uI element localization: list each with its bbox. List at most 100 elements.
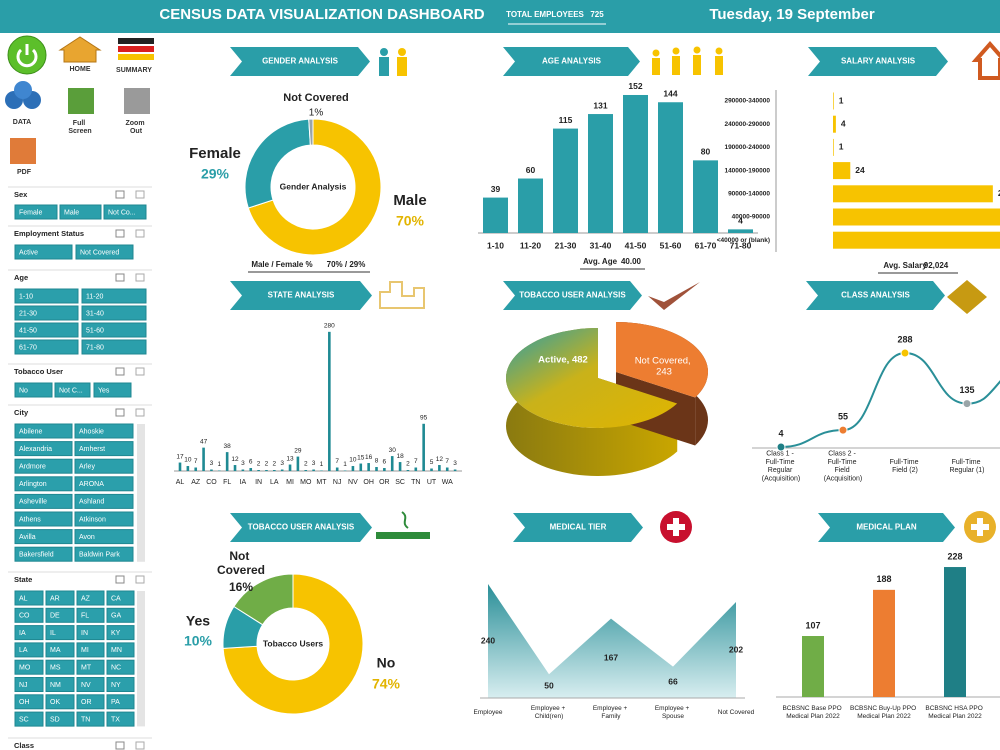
slicer-button[interactable]: [75, 244, 134, 260]
slicer-button[interactable]: [14, 694, 44, 710]
slicer-button[interactable]: [106, 711, 135, 727]
nav-label: SUMMARY: [116, 67, 152, 74]
slicer-button[interactable]: [45, 694, 75, 710]
slicer-button[interactable]: [74, 476, 134, 492]
slicer-item: Amherst: [79, 446, 105, 453]
data-label: 6: [249, 459, 253, 466]
slicer-button[interactable]: [76, 659, 105, 675]
slicer-button[interactable]: [45, 642, 75, 658]
slicer-button[interactable]: [106, 694, 135, 710]
slicer-button[interactable]: [14, 305, 79, 321]
data-label: 115: [559, 115, 573, 125]
x-tick-label: Class 2 - Full-Time Field (Acquisition): [824, 450, 863, 482]
clear-filter-icon[interactable]: [115, 408, 125, 417]
slicer-button[interactable]: [54, 382, 91, 398]
clear-filter-icon[interactable]: [115, 273, 125, 282]
slicer-button[interactable]: [14, 493, 73, 509]
scrollbar[interactable]: [137, 591, 145, 727]
slicer-button[interactable]: [45, 659, 75, 675]
x-tick-label: Class 1 - Full-Time Regular (Acquisition…: [762, 450, 801, 482]
zoomout-icon[interactable]: [124, 88, 150, 114]
clear-filter-icon[interactable]: [115, 741, 125, 750]
slicer-button[interactable]: [93, 382, 132, 398]
clear-filter-icon[interactable]: [115, 190, 125, 199]
slicer-button[interactable]: [14, 244, 73, 260]
slicer-button[interactable]: [76, 607, 105, 623]
multi-select-icon[interactable]: [135, 741, 145, 750]
slicer-button[interactable]: [106, 677, 135, 692]
slicer-button[interactable]: [106, 607, 135, 623]
bar: [623, 94, 648, 233]
slicer-button[interactable]: [14, 590, 44, 606]
slicer-button[interactable]: [81, 322, 147, 338]
slicer-button[interactable]: [14, 339, 79, 355]
multi-select-icon[interactable]: [135, 367, 145, 376]
scrollbar[interactable]: [137, 424, 145, 562]
slicer-button[interactable]: [74, 493, 134, 509]
slicer-button[interactable]: [76, 625, 105, 641]
slicer-button[interactable]: [14, 458, 73, 474]
slicer-button[interactable]: [74, 458, 134, 474]
slicer-button[interactable]: [14, 476, 73, 492]
clear-filter-icon[interactable]: [115, 229, 125, 238]
x-tick-label: UT: [427, 479, 437, 486]
bar: [202, 447, 205, 471]
slicer-button[interactable]: [81, 339, 147, 355]
slicer-button[interactable]: [14, 546, 73, 562]
slicer-button[interactable]: [59, 204, 102, 220]
slicer-button[interactable]: [14, 607, 44, 623]
slicer-button[interactable]: [45, 607, 75, 623]
slicer-button[interactable]: [74, 529, 134, 545]
slicer-button[interactable]: [14, 642, 44, 658]
slicer-button[interactable]: [14, 322, 79, 338]
fullscreen-icon[interactable]: [68, 88, 94, 114]
multi-select-icon[interactable]: [135, 229, 145, 238]
clear-filter-icon[interactable]: [115, 367, 125, 376]
slicer-button[interactable]: [14, 529, 73, 545]
slicer-button[interactable]: [103, 204, 147, 220]
slicer-button[interactable]: [106, 642, 135, 658]
slicer-button[interactable]: [76, 642, 105, 658]
slicer-button[interactable]: [76, 694, 105, 710]
slicer-button[interactable]: [14, 288, 79, 304]
home-icon[interactable]: [58, 36, 102, 63]
slicer-button[interactable]: [14, 441, 73, 457]
multi-select-icon[interactable]: [135, 408, 145, 417]
slicer-button[interactable]: [74, 511, 134, 527]
slicer-button[interactable]: [14, 677, 44, 692]
slicer-button[interactable]: [14, 625, 44, 641]
slicer-button[interactable]: [14, 511, 73, 527]
slicer-button[interactable]: [74, 423, 134, 439]
footer-label: Avg. Age: [583, 257, 618, 266]
slicer-title: Class: [14, 741, 34, 750]
slicer-button[interactable]: [45, 625, 75, 641]
data-label: 29: [294, 447, 302, 454]
slicer-button[interactable]: [14, 382, 53, 398]
slicer-button[interactable]: [106, 659, 135, 675]
multi-select-icon[interactable]: [135, 190, 145, 199]
multi-select-icon[interactable]: [135, 575, 145, 584]
slicer-button[interactable]: [106, 590, 135, 606]
slicer-button[interactable]: [14, 423, 73, 439]
clear-filter-icon[interactable]: [115, 575, 125, 584]
summary-icon[interactable]: [118, 54, 154, 60]
slicer-button[interactable]: [45, 677, 75, 692]
slicer-button[interactable]: [76, 677, 105, 692]
x-tick-label: BCBSNC Base PPO Medical Plan 2022: [782, 705, 843, 720]
slicer-button[interactable]: [76, 711, 105, 727]
slicer-button[interactable]: [45, 711, 75, 727]
pdf-icon[interactable]: [10, 138, 36, 164]
slicer-button[interactable]: [76, 590, 105, 606]
summary-icon[interactable]: [118, 46, 154, 52]
slicer-button[interactable]: [81, 305, 147, 321]
slicer-button[interactable]: [45, 590, 75, 606]
slicer-button[interactable]: [14, 659, 44, 675]
summary-icon[interactable]: [118, 38, 154, 44]
slicer-button[interactable]: [74, 441, 134, 457]
slicer-button[interactable]: [81, 288, 147, 304]
slicer-button[interactable]: [74, 546, 134, 562]
slicer-button[interactable]: [14, 711, 44, 727]
multi-select-icon[interactable]: [135, 273, 145, 282]
slicer-button[interactable]: [14, 204, 58, 220]
slicer-button[interactable]: [106, 625, 135, 641]
